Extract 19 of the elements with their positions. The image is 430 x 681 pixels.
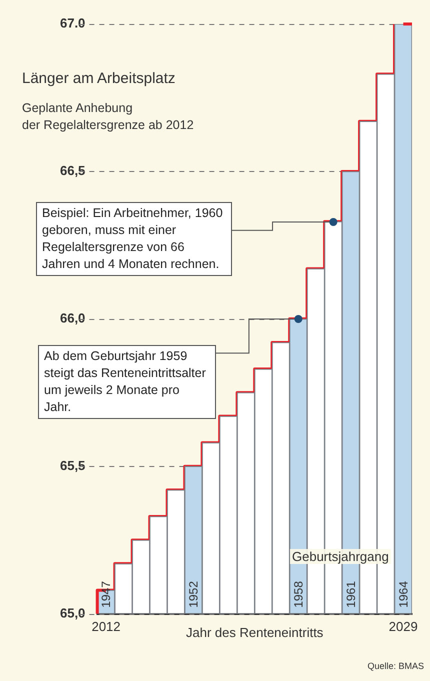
y-tick-label: 66,0 <box>60 310 86 326</box>
y-tick-label: 65,0 <box>60 605 86 620</box>
text: Geplante Anhebung der Regelaltersgrenze ab 2012 <box>22 100 194 134</box>
text: Länger am Arbeitsplatz <box>22 70 176 87</box>
source-note: Quelle: BMAS <box>367 661 424 671</box>
x-axis-title: Jahr des Renteneintritts <box>186 624 324 640</box>
y-tick-label: 65,5 <box>60 458 86 473</box>
annotation: 1958 <box>291 580 306 608</box>
annotation: Ab dem Geburtsjahr 1959 steigt das Renteneintrittsalter um jeweils 2 Monate pro Jahr. <box>38 345 216 418</box>
annotation: 1961 <box>344 580 358 608</box>
annotation: 1947 <box>99 580 114 608</box>
y-tick-label: 67.0 <box>60 16 86 31</box>
y-tick-label: 66,5 <box>60 163 86 178</box>
annotation: 1952 <box>186 580 200 608</box>
annotation: Geburtsjahrgang <box>290 549 391 564</box>
annotation: 1964 <box>396 580 410 608</box>
annotation: Beispiel: Ein Arbeitnehmer, 1960 geboren, muss mit einer Regelaltersgrenze von 66 Jahren und 4 Monaten rechnen. <box>36 202 232 276</box>
x-tick-label: 2029 <box>388 619 418 634</box>
x-tick-label: 2012 <box>92 619 121 634</box>
